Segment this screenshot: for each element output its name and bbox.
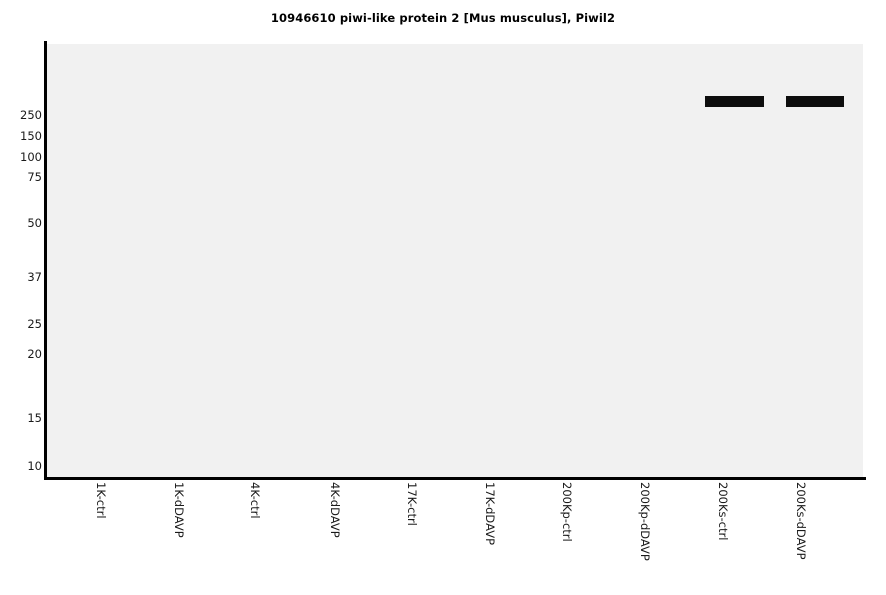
- plot-area: [47, 44, 863, 477]
- y-tick-label-10: 10: [27, 459, 42, 473]
- y-tick-label-15: 15: [27, 411, 42, 425]
- x-tick-label-1K-dDAVP: 1K-dDAVP: [172, 482, 186, 538]
- y-tick-label-50: 50: [27, 216, 42, 230]
- x-axis-line: [44, 477, 866, 480]
- x-tick-label-4K-ctrl: 4K-ctrl: [248, 482, 262, 519]
- band-200Ks-dDAVP: [786, 96, 844, 107]
- y-tick-label-37: 37: [27, 270, 42, 284]
- y-tick-label-75: 75: [27, 170, 42, 184]
- band-200Ks-ctrl: [705, 96, 764, 107]
- x-tick-label-17K-dDAVP: 17K-dDAVP: [483, 482, 497, 546]
- y-axis-line: [44, 41, 47, 480]
- x-tick-label-17K-ctrl: 17K-ctrl: [405, 482, 419, 526]
- y-tick-label-100: 100: [20, 150, 42, 164]
- y-tick-label-250: 250: [20, 108, 42, 122]
- x-tick-label-200Ks-dDAVP: 200Ks-dDAVP: [794, 482, 808, 560]
- x-tick-label-1K-ctrl: 1K-ctrl: [94, 482, 108, 519]
- y-tick-label-150: 150: [20, 129, 42, 143]
- y-tick-label-25: 25: [27, 317, 42, 331]
- y-tick-label-20: 20: [27, 347, 42, 361]
- chart-title: 10946610 piwi-like protein 2 [Mus muscul…: [270, 11, 616, 25]
- x-tick-label-4K-dDAVP: 4K-dDAVP: [328, 482, 342, 538]
- y-axis-tick-labels: 250 150 100 75 50 37 25 20 15 10: [0, 0, 42, 595]
- x-tick-label-200Kp-ctrl: 200Kp-ctrl: [560, 482, 574, 542]
- x-tick-label-200Ks-ctrl: 200Ks-ctrl: [716, 482, 730, 541]
- x-tick-label-200Kp-dDAVP: 200Kp-dDAVP: [638, 482, 652, 561]
